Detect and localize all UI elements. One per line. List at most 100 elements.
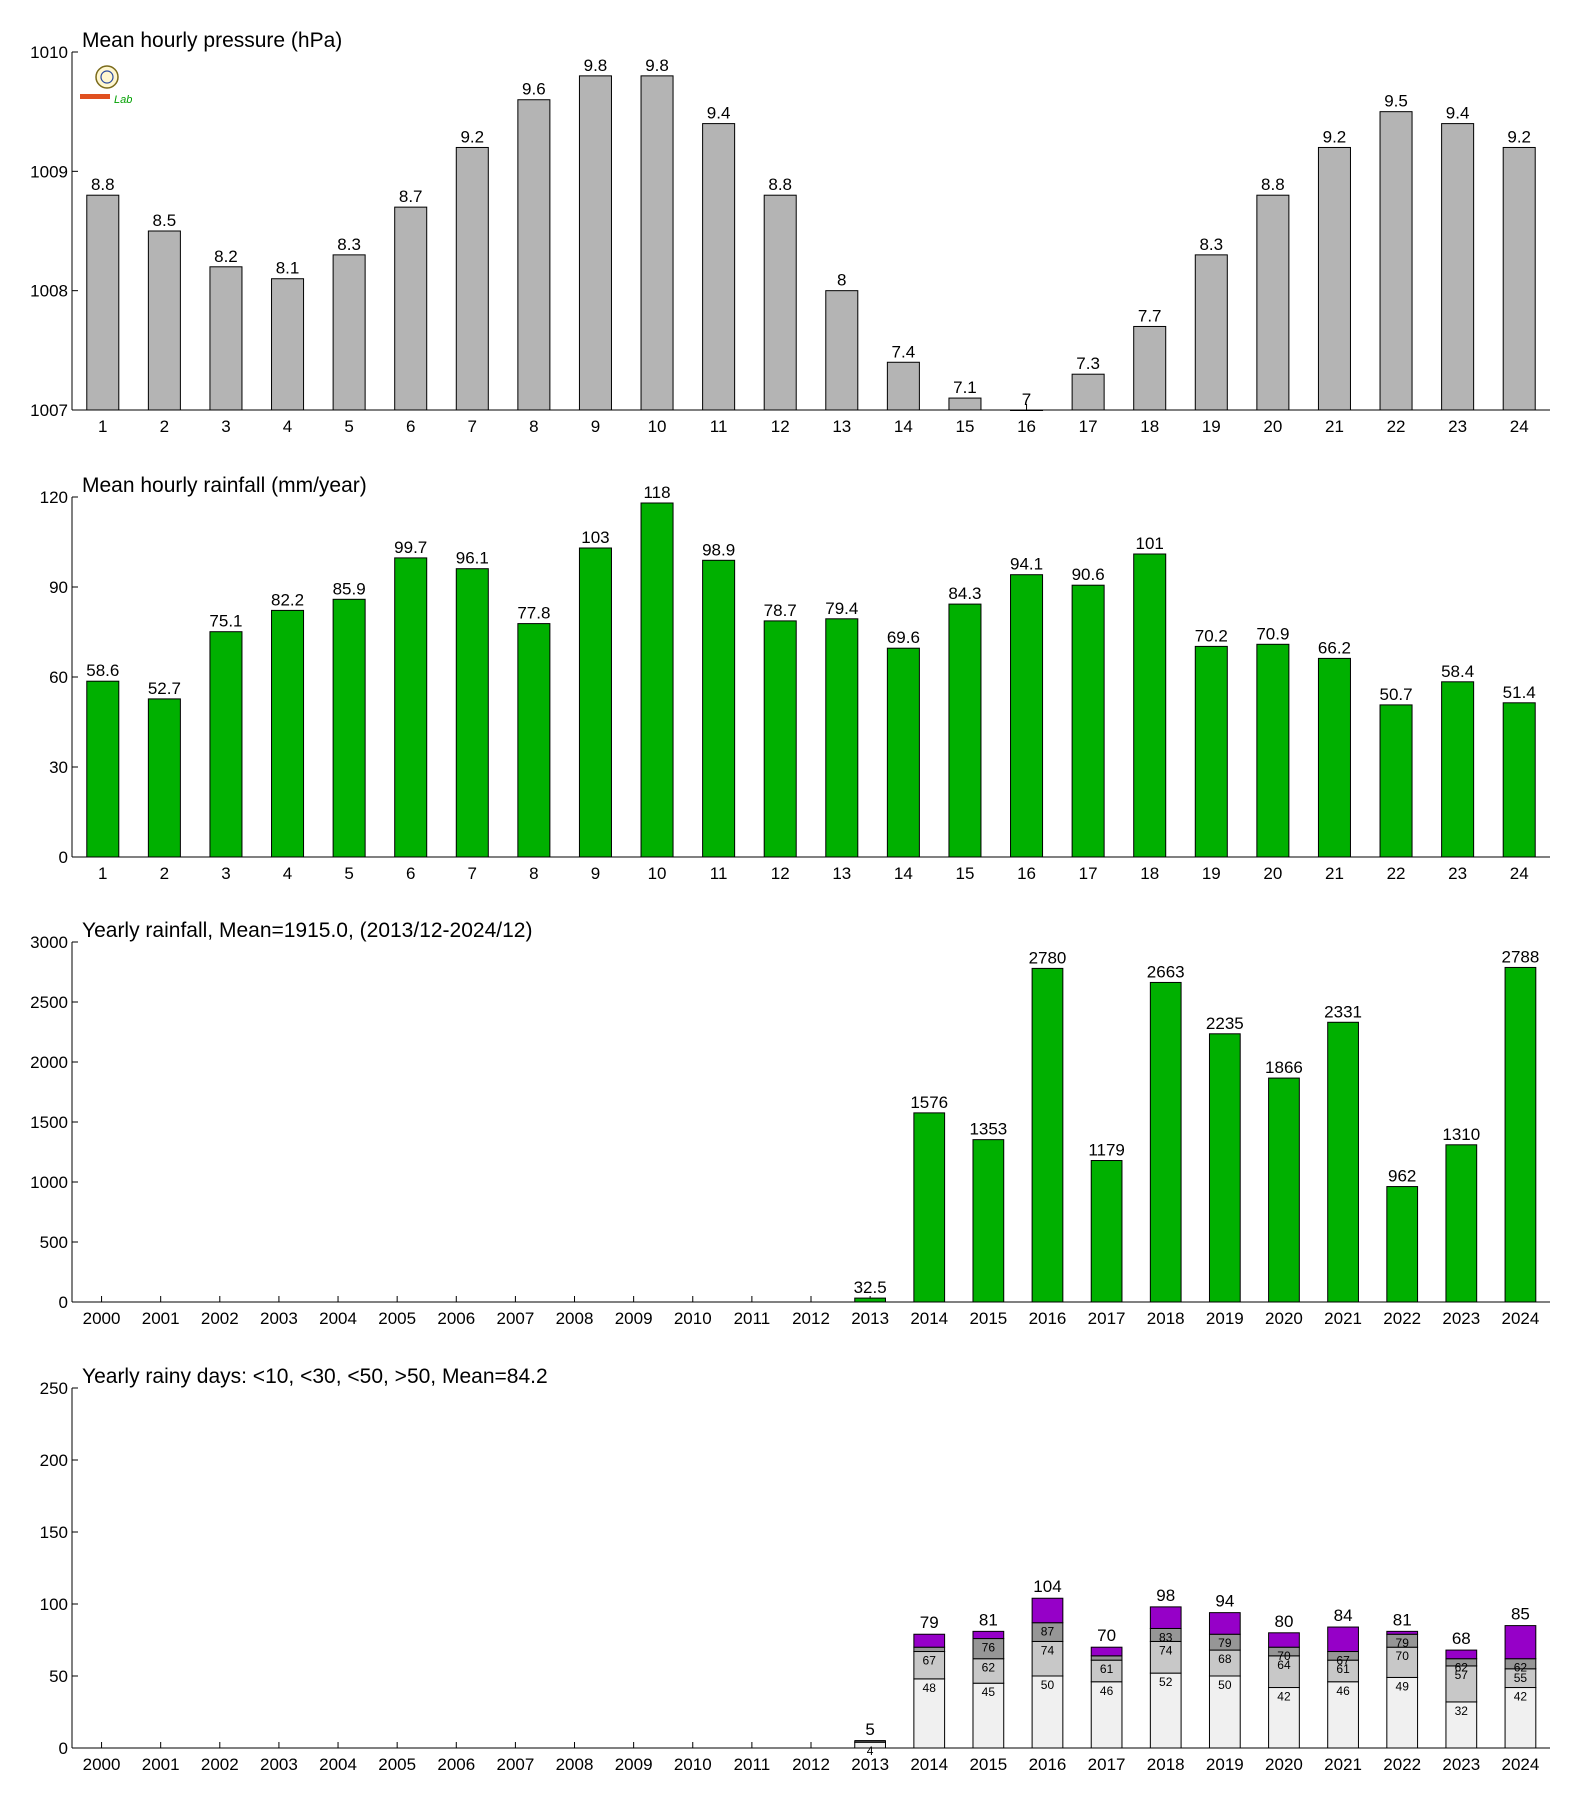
x-tick-label: 18	[1140, 417, 1159, 436]
x-tick-label: 2001	[142, 1755, 180, 1774]
x-tick-label: 2004	[319, 1755, 357, 1774]
seal-icon	[95, 65, 119, 89]
bar	[1149, 981, 1182, 1303]
y-tick-label: 100	[40, 1595, 68, 1614]
bar-segment-lt30	[1268, 1655, 1300, 1689]
x-tick-label: 23	[1448, 417, 1467, 436]
segment-label: 61	[1336, 1662, 1350, 1676]
x-tick-label: 23	[1448, 864, 1467, 883]
x-tick-label: 1	[98, 417, 107, 436]
segment-label: 67	[1336, 1654, 1350, 1668]
total-label: 68	[1452, 1629, 1471, 1648]
x-tick-label: 2010	[674, 1309, 712, 1328]
total-label: 5	[865, 1720, 874, 1739]
pressure-chart: Mean hourly pressure (hPa) 1007 1008 1009 10…	[30, 29, 1550, 436]
x-tick-label: 2013	[851, 1755, 889, 1774]
data-label: 90.6	[1072, 565, 1105, 584]
x-tick-label: 6	[406, 864, 415, 883]
bar	[1441, 681, 1475, 858]
x-tick-label: 2023	[1442, 1755, 1480, 1774]
x-tick-label: 10	[648, 417, 667, 436]
bar	[972, 1139, 1005, 1303]
data-label: 9.8	[645, 56, 669, 75]
y-tick-label: 1008	[30, 282, 68, 301]
y-tick-label: 250	[40, 1379, 68, 1398]
x-tick-label: 5	[344, 864, 353, 883]
bar	[948, 603, 982, 858]
total-label: 104	[1033, 1577, 1061, 1596]
segment-label: 62	[1514, 1661, 1528, 1675]
x-tick-label: 2007	[496, 1309, 534, 1328]
x-tick-label: 2002	[201, 1755, 239, 1774]
bar	[640, 75, 674, 411]
segment-label: 4	[867, 1744, 874, 1758]
total-label: 80	[1274, 1612, 1293, 1631]
logo-mark	[80, 94, 110, 99]
total-label: 81	[979, 1610, 998, 1629]
total-label: 85	[1511, 1605, 1530, 1624]
bar	[1010, 409, 1044, 411]
x-tick-label: 2011	[734, 1755, 771, 1774]
segment-label: 49	[1396, 1679, 1410, 1693]
bar	[332, 598, 366, 858]
y-tick-label: 1500	[30, 1113, 68, 1132]
bar	[763, 620, 797, 858]
data-label: 9.5	[1384, 92, 1408, 111]
segment-label: 46	[1336, 1684, 1350, 1698]
bar	[1194, 645, 1228, 858]
data-label: 962	[1388, 1167, 1416, 1186]
segment-label: 79	[1396, 1636, 1410, 1650]
segment-label: 74	[1159, 1643, 1173, 1657]
bar-segment-gt50	[1031, 1597, 1064, 1624]
bar	[455, 146, 489, 411]
y-tick-label: 500	[40, 1233, 68, 1252]
x-tick-label: 22	[1387, 417, 1406, 436]
x-tick-label: 2004	[319, 1309, 357, 1328]
data-label: 7.3	[1076, 354, 1100, 373]
bar	[640, 502, 674, 858]
data-label: 9.2	[460, 127, 484, 146]
x-tick-label: 2	[160, 417, 169, 436]
data-label: 8.8	[91, 175, 115, 194]
bar-segment-gt50	[972, 1630, 1005, 1640]
bar-segment-lt10	[1504, 1687, 1537, 1749]
bar-segment-gt50	[1327, 1626, 1359, 1653]
x-tick-label: 2024	[1502, 1755, 1540, 1774]
x-tick-label: 20	[1263, 417, 1282, 436]
data-label: 51.4	[1503, 683, 1536, 702]
segment-label: 45	[982, 1685, 996, 1699]
bar	[1379, 704, 1413, 858]
segment-label: 42	[1514, 1690, 1528, 1704]
x-tick-label: 2018	[1147, 1309, 1185, 1328]
bar	[1256, 643, 1290, 858]
x-tick-label: 21	[1325, 417, 1344, 436]
data-label: 118	[643, 483, 670, 502]
yearly-rainfall-chart: Yearly rainfall, Mean=1915.0, (2013/12-2…	[30, 919, 1550, 1328]
segment-label: 70	[1277, 1649, 1291, 1663]
bar-segment-lt30	[1031, 1640, 1064, 1677]
x-tick-label: 16	[1017, 864, 1036, 883]
data-label: 66.2	[1318, 638, 1351, 657]
data-label: 7.7	[1138, 306, 1162, 325]
bar-segment-gt50	[1504, 1625, 1537, 1660]
x-tick-label: 11	[710, 864, 728, 883]
bar	[1071, 373, 1105, 411]
x-tick-label: 19	[1202, 864, 1221, 883]
y-tick-label: 0	[59, 1293, 68, 1312]
x-tick-label: 13	[832, 864, 851, 883]
data-label: 82.2	[271, 590, 304, 609]
bar	[702, 123, 736, 411]
x-tick-label: 2024	[1502, 1309, 1540, 1328]
x-tick-label: 14	[894, 417, 913, 436]
data-label: 70.2	[1195, 626, 1228, 645]
bar	[1090, 1160, 1123, 1303]
data-label: 58.4	[1441, 662, 1474, 681]
bar	[854, 1297, 886, 1303]
bar	[86, 680, 120, 858]
data-label: 32.5	[854, 1278, 887, 1297]
data-label: 7.4	[892, 342, 916, 361]
data-label: 9.2	[1507, 127, 1531, 146]
hourly-rainfall-chart: Mean hourly rainfall (mm/year)0306090120…	[40, 474, 1550, 883]
x-tick-label: 2002	[201, 1309, 239, 1328]
data-label: 1866	[1265, 1058, 1303, 1077]
